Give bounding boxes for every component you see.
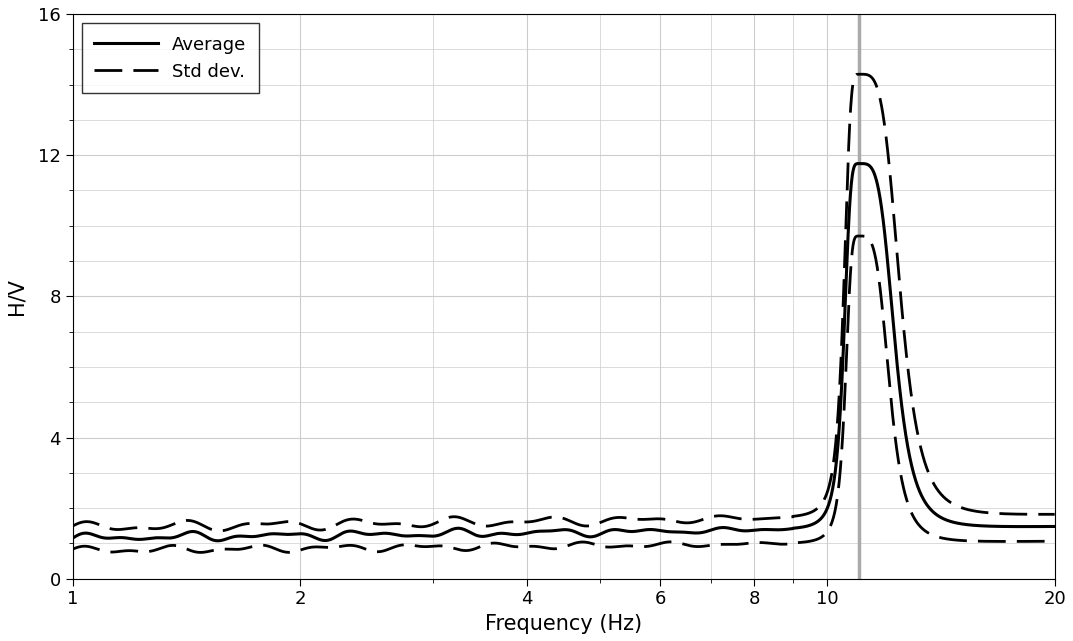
Std dev. (237, 520, 250, 528)
Average (211, 537, 224, 545)
Std dev. (486, 522, 499, 529)
Y-axis label: H/V: H/V (6, 278, 27, 315)
Std dev. (924, 473, 937, 481)
Average (178, 529, 191, 537)
Std dev. (67, 522, 79, 530)
Line: Average: Average (73, 163, 1055, 541)
Legend: Average, Std dev.: Average, Std dev. (82, 23, 259, 94)
Average (443, 527, 456, 535)
Average (1030, 522, 1043, 530)
Std dev. (1030, 510, 1043, 518)
Average (67, 534, 79, 542)
Average (486, 531, 499, 538)
Std dev. (1048, 510, 1061, 518)
Average (924, 505, 937, 513)
X-axis label: Frequency (Hz): Frequency (Hz) (485, 614, 643, 634)
Average (855, 160, 868, 167)
Std dev. (212, 527, 225, 535)
Average (1048, 522, 1061, 530)
Std dev. (178, 517, 191, 524)
Std dev. (443, 513, 456, 521)
Average (237, 532, 250, 540)
Std dev. (855, 71, 868, 78)
Line: Std dev.: Std dev. (73, 74, 1055, 531)
